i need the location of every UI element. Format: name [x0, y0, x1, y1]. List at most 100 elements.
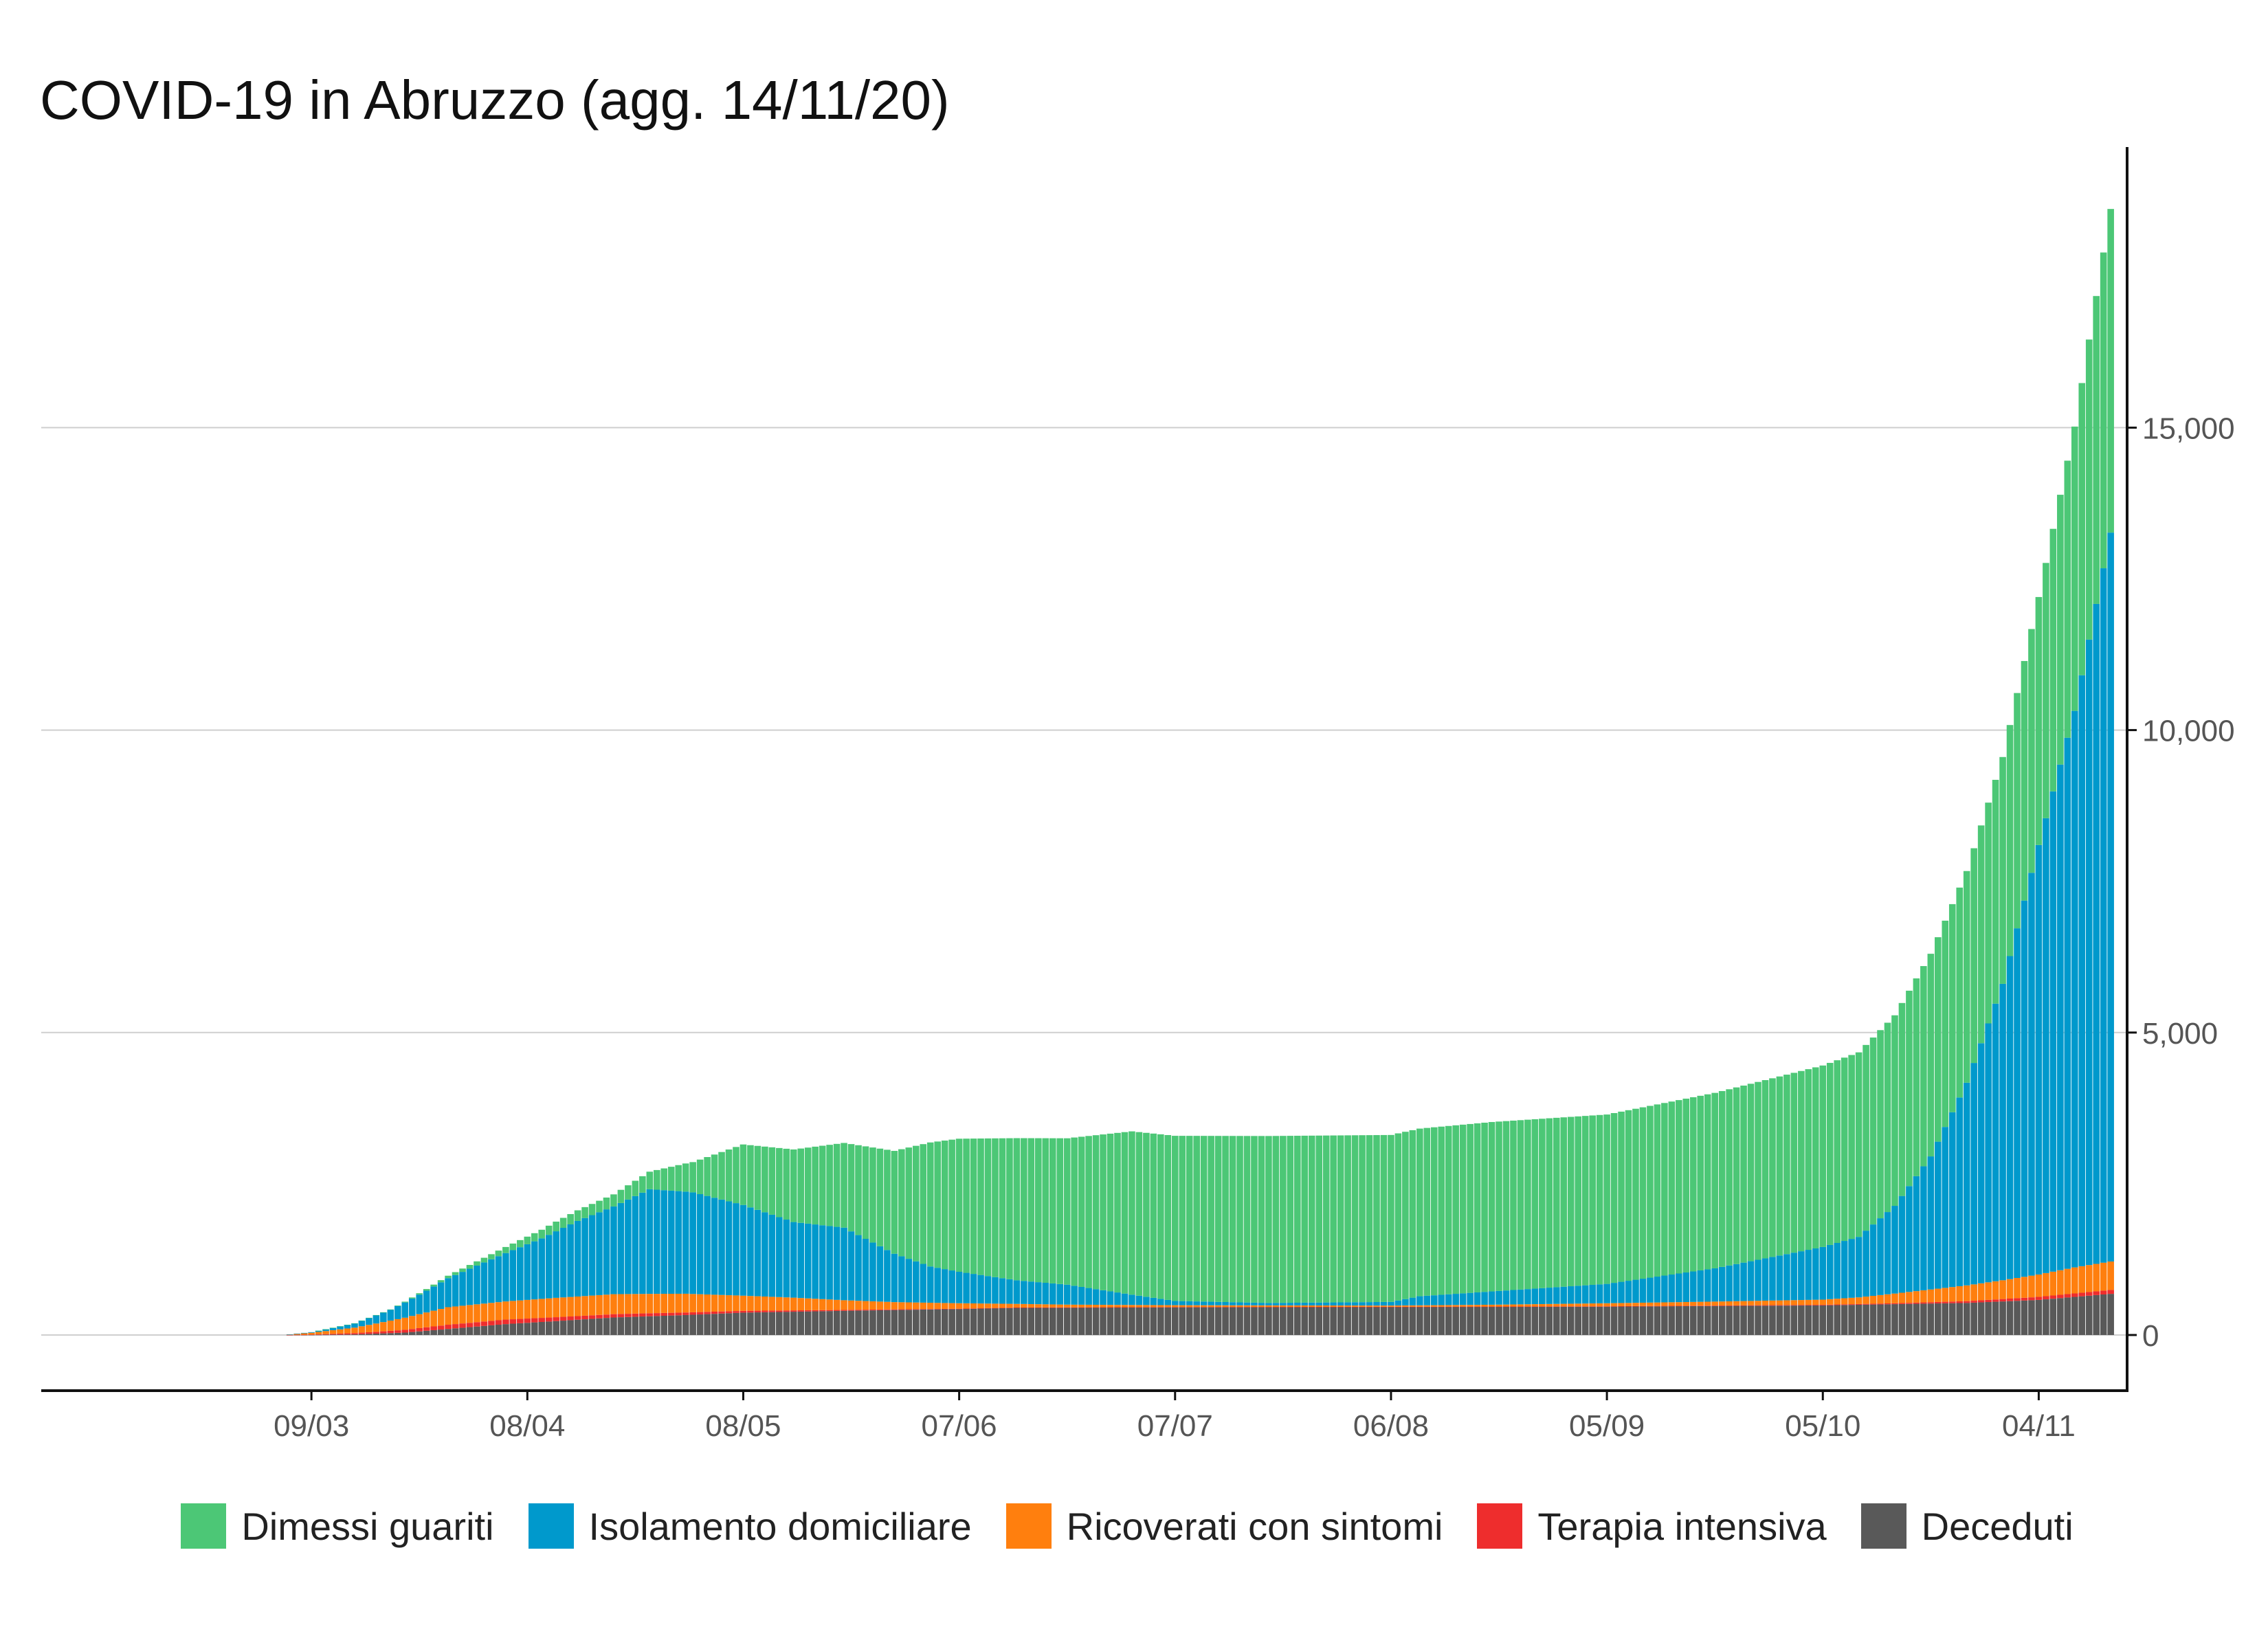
bar-segment-deceduti: [1481, 1306, 1488, 1335]
bar-segment-deceduti: [898, 1310, 905, 1335]
bar-segment-deceduti: [1143, 1307, 1150, 1335]
bar-segment-ricoverati-con-sintomi: [1747, 1301, 1755, 1305]
bar-segment-deceduti: [1776, 1305, 1783, 1335]
bar-segment-ricoverati-con-sintomi: [474, 1304, 480, 1323]
bar-segment-dimessi-guariti: [559, 1218, 567, 1229]
bar-segment-isolamento-domiciliare: [495, 1256, 502, 1303]
bar-segment-dimessi-guariti: [2049, 528, 2057, 792]
bar-segment-ricoverati-con-sintomi: [1021, 1303, 1027, 1308]
bar-segment-terapia-intensiva: [1920, 1302, 1927, 1304]
bar-segment-terapia-intensiva: [926, 1309, 934, 1310]
bar-segment-terapia-intensiva: [1265, 1307, 1272, 1308]
bar-segment-isolamento-domiciliare: [524, 1244, 531, 1300]
bar-segment-terapia-intensiva: [358, 1332, 366, 1334]
bar-segment-ricoverati-con-sintomi: [948, 1303, 955, 1309]
bar-segment-dimessi-guariti: [430, 1284, 437, 1287]
bar-segment-isolamento-domiciliare: [1970, 1063, 1977, 1285]
bar-segment-dimessi-guariti: [1517, 1120, 1524, 1290]
bar-segment-isolamento-domiciliare: [1783, 1254, 1790, 1301]
bar-segment-deceduti: [1661, 1306, 1668, 1335]
bar-segment-isolamento-domiciliare: [1726, 1265, 1733, 1301]
bar-segment-ricoverati-con-sintomi: [322, 1331, 329, 1334]
bar-segment-ricoverati-con-sintomi: [797, 1298, 805, 1311]
bar-segment-dimessi-guariti: [884, 1149, 891, 1250]
bar-segment-terapia-intensiva: [459, 1323, 466, 1328]
bar-segment-deceduti: [2021, 1300, 2028, 1335]
bar-segment-deceduti: [1625, 1306, 1632, 1335]
bar-segment-deceduti: [740, 1312, 747, 1335]
bar-segment-isolamento-domiciliare: [337, 1326, 344, 1330]
bar-segment-dimessi-guariti: [437, 1280, 445, 1283]
bar-segment-terapia-intensiva: [1222, 1307, 1229, 1308]
bar-segment-ricoverati-con-sintomi: [1553, 1303, 1560, 1307]
bar-segment-deceduti: [495, 1325, 502, 1335]
bar-segment-deceduti: [1733, 1305, 1740, 1335]
bar-segment-dimessi-guariti: [1661, 1103, 1668, 1276]
bar-segment-isolamento-domiciliare: [1006, 1279, 1013, 1304]
bar-segment-ricoverati-con-sintomi: [351, 1327, 358, 1334]
bar-segment-isolamento-domiciliare: [531, 1241, 538, 1300]
bar-segment-ricoverati-con-sintomi: [1517, 1304, 1524, 1307]
bar-segment-isolamento-domiciliare: [1877, 1218, 1884, 1295]
bar-segment-dimessi-guariti: [1510, 1120, 1517, 1290]
bar-segment-ricoverati-con-sintomi: [926, 1303, 934, 1310]
bar-segment-deceduti: [1575, 1306, 1582, 1335]
bar-segment-dimessi-guariti: [1394, 1133, 1402, 1301]
bar-segment-ricoverati-con-sintomi: [1107, 1305, 1114, 1308]
bar-segment-dimessi-guariti: [1056, 1138, 1064, 1284]
bar-segment-terapia-intensiva: [1481, 1306, 1488, 1308]
bar-segment-terapia-intensiva: [819, 1310, 826, 1312]
bar-segment-ricoverati-con-sintomi: [1467, 1305, 1474, 1307]
bar-segment-dimessi-guariti: [2071, 426, 2078, 711]
bar-segment-terapia-intensiva: [1560, 1306, 1568, 1307]
bar-segment-dimessi-guariti: [1287, 1136, 1294, 1303]
bar-segment-deceduti: [538, 1322, 546, 1335]
bar-segment-deceduti: [1877, 1304, 1884, 1335]
bar-segment-dimessi-guariti: [315, 1330, 322, 1332]
bar-segment-deceduti: [1027, 1308, 1035, 1335]
bar-segment-terapia-intensiva: [1143, 1307, 1150, 1308]
bar-segment-dimessi-guariti: [380, 1312, 387, 1313]
bar-segment-dimessi-guariti: [502, 1246, 509, 1253]
bar-segment-ricoverati-con-sintomi: [912, 1302, 920, 1310]
bar-segment-dimessi-guariti: [1280, 1136, 1287, 1303]
bar-segment-ricoverati-con-sintomi: [1603, 1303, 1610, 1307]
bar-segment-isolamento-domiciliare: [308, 1332, 315, 1333]
bar-segment-isolamento-domiciliare: [667, 1190, 675, 1294]
bar-segment-terapia-intensiva: [408, 1329, 416, 1332]
bar-segment-terapia-intensiva: [725, 1311, 733, 1314]
bar-segment-deceduti: [1510, 1306, 1517, 1335]
bar-segment-dimessi-guariti: [733, 1147, 740, 1204]
bar-segment-ricoverati-con-sintomi: [660, 1294, 668, 1313]
bar-segment-ricoverati-con-sintomi: [783, 1297, 790, 1311]
bar-segment-dimessi-guariti: [1761, 1080, 1769, 1259]
bar-segment-isolamento-domiciliare: [1035, 1282, 1042, 1305]
bar-segment-ricoverati-con-sintomi: [1539, 1303, 1546, 1307]
bar-segment-dimessi-guariti: [329, 1327, 337, 1328]
bar-segment-isolamento-domiciliare: [1164, 1299, 1172, 1305]
bar-segment-terapia-intensiva: [1394, 1306, 1402, 1308]
bar-segment-terapia-intensiva: [948, 1308, 955, 1310]
bar-segment-deceduti: [1668, 1306, 1676, 1335]
bar-segment-dimessi-guariti: [1409, 1130, 1416, 1298]
bar-segment-isolamento-domiciliare: [480, 1262, 488, 1304]
bar-segment-isolamento-domiciliare: [1243, 1302, 1251, 1305]
bar-segment-deceduti: [1819, 1305, 1827, 1335]
bar-segment-deceduti: [711, 1314, 718, 1335]
bar-segment-terapia-intensiva: [1575, 1306, 1582, 1307]
bar-segment-isolamento-domiciliare: [2085, 639, 2093, 1266]
bar-segment-terapia-intensiva: [538, 1318, 546, 1323]
bar-segment-terapia-intensiva: [1423, 1306, 1431, 1308]
bar-segment-deceduti: [2014, 1301, 2021, 1335]
bar-segment-isolamento-domiciliare: [322, 1329, 329, 1332]
x-tick-label: 08/04: [489, 1409, 565, 1443]
bar-segment-dimessi-guariti: [1948, 904, 1956, 1112]
bar-segment-terapia-intensiva: [1711, 1305, 1718, 1306]
bar-segment-dimessi-guariti: [1416, 1128, 1423, 1297]
bar-segment-deceduti: [1322, 1307, 1330, 1335]
bar-segment-deceduti: [408, 1332, 416, 1335]
bar-segment-terapia-intensiva: [1963, 1301, 1970, 1303]
bar-segment-isolamento-domiciliare: [1258, 1303, 1265, 1305]
bar-segment-dimessi-guariti: [920, 1144, 927, 1264]
bar-segment-ricoverati-con-sintomi: [1676, 1302, 1682, 1306]
